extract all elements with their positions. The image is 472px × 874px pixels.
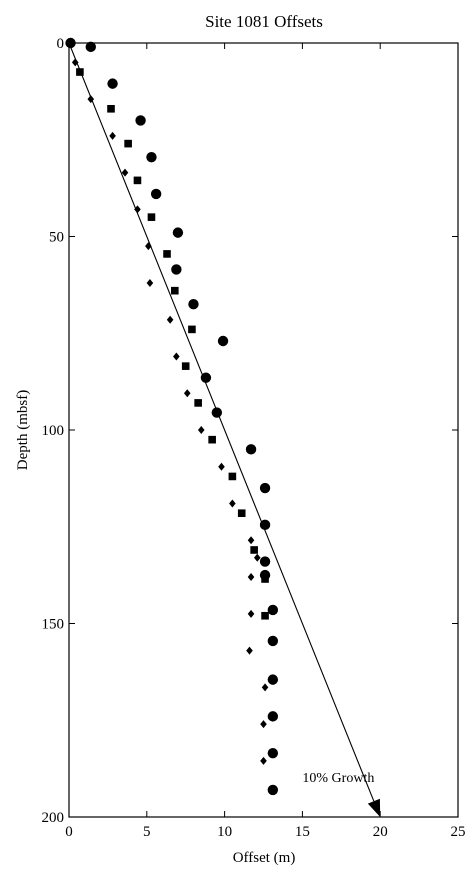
square-marker: [171, 286, 179, 295]
diamond-marker: [109, 131, 116, 140]
y-tick-label: 150: [42, 617, 65, 633]
circle-marker: [259, 482, 271, 494]
diamond-marker: [173, 352, 180, 361]
circle-marker: [200, 372, 212, 383]
diamond-marker: [166, 315, 174, 324]
x-tick-label: 15: [295, 824, 310, 840]
diamond-marker: [246, 646, 253, 655]
diamond-marker: [247, 609, 255, 618]
circle-marker: [259, 556, 271, 567]
square-marker: [261, 575, 269, 583]
diamond-marker: [253, 553, 261, 562]
circle-marker: [267, 747, 279, 759]
y-tick-label: 200: [42, 810, 65, 826]
diamond-marker: [247, 573, 255, 582]
x-tick-labels: 0 5 10 15 20 25: [65, 824, 465, 840]
circle-marker: [172, 227, 184, 238]
circle-marker: [259, 519, 271, 531]
axis-ticks: [68, 42, 459, 818]
diamond-marker: [260, 720, 267, 729]
diamond-marker: [229, 499, 236, 508]
diamond-marker: [247, 536, 255, 545]
square-marker: [163, 250, 171, 258]
x-tick-label: 5: [143, 824, 151, 840]
plot-frame: [68, 42, 459, 818]
x-tick-label: 10: [217, 824, 232, 840]
growth-trend: 10% Growth: [68, 42, 381, 817]
diamond-marker: [146, 278, 154, 287]
x-tick-label: 25: [451, 824, 466, 840]
circle-marker: [188, 299, 199, 310]
x-tick-label: 0: [65, 824, 73, 840]
data-markers: [65, 37, 279, 796]
square-marker: [237, 509, 246, 518]
circle-marker: [146, 151, 157, 163]
square-marker: [194, 399, 202, 407]
diamond-marker: [260, 756, 267, 765]
y-axis-title: Depth (mbsf): [15, 390, 31, 470]
square-marker: [76, 68, 84, 76]
growth-arrowhead: [367, 798, 381, 817]
square-marker: [228, 472, 237, 481]
diamond-marker: [134, 205, 141, 214]
square-marker: [188, 325, 196, 334]
square-marker: [261, 611, 269, 620]
square-marker: [147, 213, 156, 221]
circle-marker: [267, 674, 279, 685]
circle-marker: [211, 407, 223, 418]
square-marker: [124, 139, 132, 148]
diamond-marker: [218, 462, 225, 471]
y-tick-label: 50: [49, 230, 64, 246]
circle-marker: [267, 635, 279, 647]
growth-label: 10% Growth: [302, 771, 374, 786]
circle-marker: [217, 335, 229, 347]
diamond-marker: [87, 95, 95, 104]
growth-trend-line: [68, 42, 375, 802]
diamond-marker: [121, 168, 129, 177]
y-tick-labels: 0 50 100 150 200: [42, 36, 65, 826]
circle-marker: [267, 604, 279, 616]
diamond-marker: [261, 683, 269, 692]
circle-marker: [65, 37, 76, 49]
circle-marker: [267, 711, 279, 722]
x-axis-title: Offset (m): [233, 850, 296, 866]
square-marker: [181, 362, 190, 370]
square-marker: [208, 435, 216, 444]
y-tick-label: 100: [42, 423, 65, 439]
circle-marker: [107, 78, 118, 89]
circle-marker: [135, 115, 146, 126]
circle-marker: [245, 444, 257, 455]
circle-marker: [85, 41, 96, 53]
diamond-marker: [145, 242, 152, 251]
y-tick-label: 0: [57, 36, 65, 52]
square-marker: [107, 104, 115, 113]
square-marker: [133, 176, 142, 185]
diamond-marker: [197, 426, 205, 434]
diamond-marker: [183, 389, 191, 398]
circle-marker: [171, 264, 182, 275]
chart-title: Site 1081 Offsets: [205, 12, 323, 31]
circle-marker: [267, 784, 279, 796]
square-marker: [250, 546, 258, 554]
diamond-marker: [71, 58, 79, 67]
x-tick-label: 20: [373, 824, 388, 840]
circle-marker: [150, 188, 162, 200]
